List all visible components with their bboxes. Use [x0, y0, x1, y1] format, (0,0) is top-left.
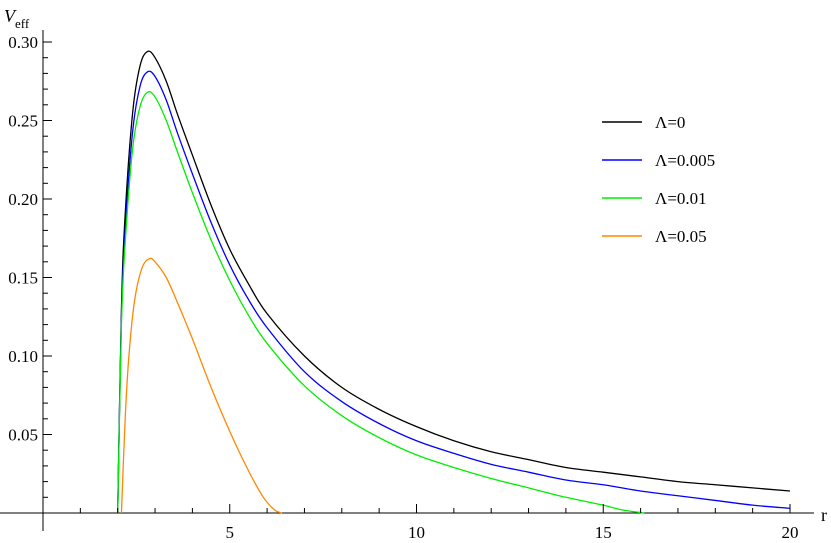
y-tick-label: 0.05: [8, 426, 38, 445]
y-tick-label: 0.15: [8, 269, 38, 288]
y-tick-label: 0.25: [8, 112, 38, 131]
y-axis-label: Veff: [4, 6, 30, 31]
legend-label-2: Λ=0.01: [655, 189, 707, 208]
legend-label-3: Λ=0.05: [655, 227, 707, 246]
legend-label-0: Λ=0: [655, 113, 685, 132]
y-tick-label: 0.10: [8, 347, 38, 366]
series-line-2: [117, 91, 645, 514]
series-line-0: [117, 50, 791, 514]
x-tick-label: 10: [408, 523, 425, 542]
x-tick-label: 20: [782, 523, 799, 542]
series-lines: [117, 50, 791, 514]
ticks: 5 10 15 20 0.05 0.10 0.15 0.20 0.25 0.30: [8, 33, 798, 542]
legend: Λ=0 Λ=0.005 Λ=0.01 Λ=0.05: [602, 113, 715, 246]
legend-label-1: Λ=0.005: [655, 151, 715, 170]
y-tick-label: 0.20: [8, 190, 38, 209]
x-axis-label: r: [821, 505, 827, 525]
x-tick-label: 5: [226, 523, 235, 542]
series-line-1: [117, 70, 791, 514]
series-line-3: [120, 257, 283, 514]
x-tick-label: 15: [595, 523, 612, 542]
y-tick-label: 0.30: [8, 33, 38, 52]
